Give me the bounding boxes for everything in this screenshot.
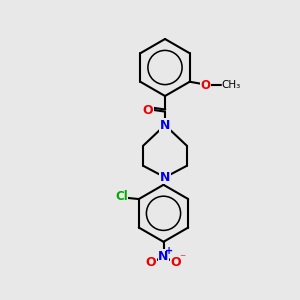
- Text: CH₃: CH₃: [222, 80, 241, 90]
- Text: O: O: [171, 256, 182, 269]
- Text: N: N: [160, 118, 170, 132]
- Text: N: N: [158, 250, 169, 263]
- Text: O: O: [200, 79, 210, 92]
- Text: O: O: [146, 256, 156, 269]
- Text: Cl: Cl: [115, 190, 128, 203]
- Text: O: O: [142, 104, 153, 117]
- Text: N: N: [160, 171, 170, 184]
- Text: ⁻: ⁻: [180, 252, 186, 265]
- Text: +: +: [165, 246, 173, 256]
